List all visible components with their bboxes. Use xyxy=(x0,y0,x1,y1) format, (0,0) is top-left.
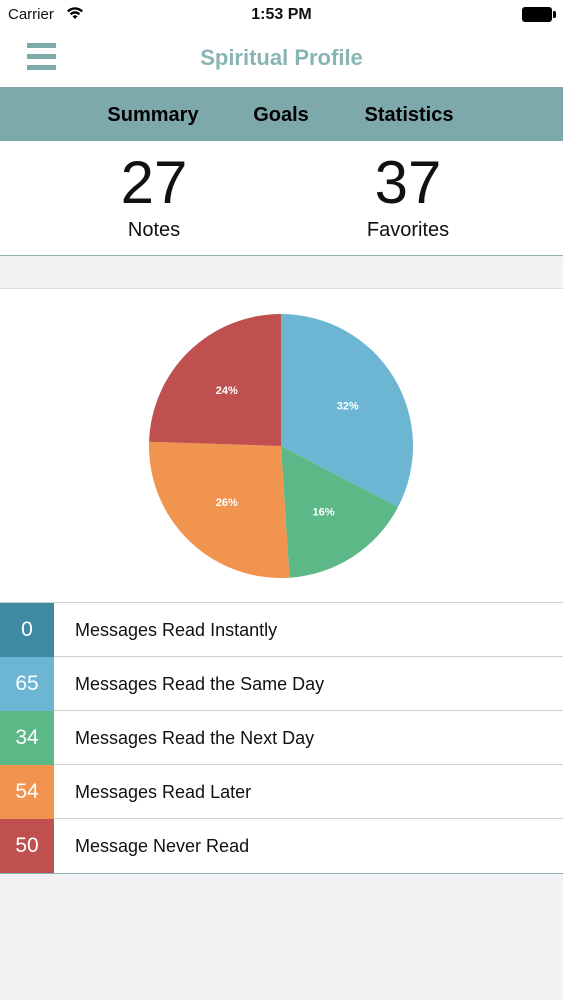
status-time: 1:53 PM xyxy=(251,6,312,23)
counts-panel: 27 Notes 37 Favorites xyxy=(0,141,563,256)
legend-list: 0 Messages Read Instantly 65 Messages Re… xyxy=(0,602,563,874)
favorites-count-label: Favorites xyxy=(366,219,450,241)
carrier-label: Carrier xyxy=(8,6,54,23)
empty-background xyxy=(0,874,563,1000)
legend-count-same-day: 65 xyxy=(0,657,54,711)
legend-count-next-day: 34 xyxy=(0,711,54,765)
notes-count-label: Notes xyxy=(127,219,181,241)
pie-slice-3 xyxy=(149,314,281,446)
legend-row-same-day[interactable]: 65 Messages Read the Same Day xyxy=(0,657,563,711)
hamburger-menu-icon[interactable] xyxy=(27,43,56,71)
legend-row-next-day[interactable]: 34 Messages Read the Next Day xyxy=(0,711,563,765)
legend-label-never: Message Never Read xyxy=(75,836,250,856)
legend-label-next-day: Messages Read the Next Day xyxy=(75,728,315,748)
notes-count[interactable]: 27 Notes xyxy=(54,151,254,242)
status-bar: Carrier 1:53 PM xyxy=(0,0,563,30)
legend-count-instantly: 0 xyxy=(0,603,54,657)
section-divider xyxy=(0,257,563,289)
pie-slice-label-3: 24% xyxy=(216,385,238,397)
pie-chart: 32% 16% 26% 24% xyxy=(149,314,414,578)
wifi-icon xyxy=(67,7,83,19)
pie-slice-label-1: 16% xyxy=(313,506,335,518)
legend-row-later[interactable]: 54 Messages Read Later xyxy=(0,765,563,819)
tab-statistics[interactable]: Statistics xyxy=(364,104,454,126)
pie-slice-0 xyxy=(281,314,414,508)
tab-goals[interactable]: Goals xyxy=(253,104,309,126)
favorites-count-value: 37 xyxy=(374,149,442,216)
favorites-count[interactable]: 37 Favorites xyxy=(308,151,508,242)
segment-tabs: Summary Goals Statistics xyxy=(0,87,563,141)
legend-label-instantly: Messages Read Instantly xyxy=(75,620,278,640)
pie-slice-label-0: 32% xyxy=(337,401,359,413)
legend-label-later: Messages Read Later xyxy=(75,782,252,802)
legend-row-instantly[interactable]: 0 Messages Read Instantly xyxy=(0,603,563,657)
pie-slice-2 xyxy=(149,441,290,578)
notes-count-value: 27 xyxy=(120,149,188,216)
pie-chart-panel: 32% 16% 26% 24% xyxy=(0,289,563,602)
legend-count-later: 54 xyxy=(0,765,54,819)
legend-label-same-day: Messages Read the Same Day xyxy=(75,674,325,694)
battery-icon xyxy=(522,7,556,22)
legend-count-never: 50 xyxy=(0,819,54,873)
legend-row-never[interactable]: 50 Message Never Read xyxy=(0,819,563,873)
nav-bar: Spiritual Profile xyxy=(0,30,563,87)
tab-summary[interactable]: Summary xyxy=(107,104,199,126)
pie-slice-label-2: 26% xyxy=(216,497,238,509)
page-title: Spiritual Profile xyxy=(200,45,363,70)
pie-slice-1 xyxy=(281,446,399,578)
